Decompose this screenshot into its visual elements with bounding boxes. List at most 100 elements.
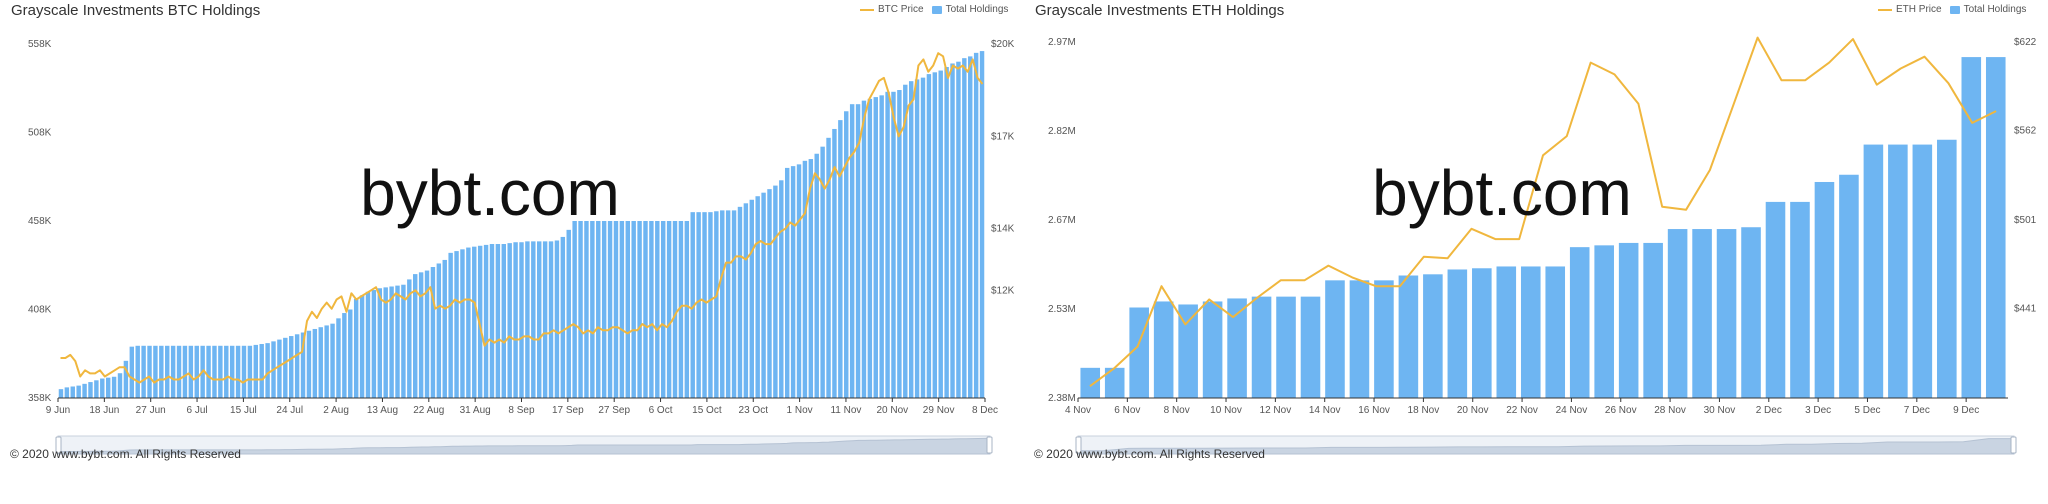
chart-legend: BTC Price Total Holdings — [860, 4, 1008, 15]
holdings-bar — [885, 91, 890, 398]
holdings-bar — [105, 377, 111, 398]
y2-tick-label: $562 — [2014, 125, 2037, 136]
holdings-bar — [1741, 227, 1761, 398]
price-line — [60, 52, 984, 384]
holdings-bar — [1447, 269, 1468, 398]
holdings-bar — [696, 212, 701, 398]
eth-plot-area: 2.97M 2.82M 2.67M 2.53M 2.38M $622 $562 $501 $44… — [1048, 36, 2037, 455]
y-tick-label: 2.82M — [1048, 126, 1076, 137]
holdings-bar — [962, 58, 967, 398]
x-tick-label: 15 Jul — [230, 405, 257, 416]
legend-item-price[interactable]: BTC Price — [860, 4, 924, 15]
holdings-bar — [64, 387, 70, 398]
holdings-bar — [377, 288, 383, 398]
holdings-bar — [253, 344, 259, 398]
holdings-bar — [76, 385, 81, 398]
holdings-bar — [531, 241, 536, 398]
holdings-bar — [678, 221, 684, 398]
holdings-bar — [838, 120, 843, 399]
zoom-handle-left[interactable] — [55, 436, 62, 454]
holdings-bar — [477, 245, 483, 398]
bar-swatch-icon — [1949, 5, 1960, 14]
holdings-bar — [802, 160, 808, 398]
holdings-bar — [235, 345, 241, 398]
holdings-bar — [1520, 266, 1541, 398]
holdings-bar — [383, 287, 388, 398]
x-tick-label: 7 Dec — [1904, 405, 1930, 416]
zoom-handle-right[interactable] — [986, 436, 993, 454]
holdings-bar — [229, 345, 235, 398]
holdings-bar — [814, 153, 819, 398]
holdings-bar — [625, 221, 630, 398]
holdings-bar — [749, 199, 754, 398]
holdings-bar — [773, 185, 778, 398]
holdings-bar — [212, 345, 217, 398]
x-tick-label: 16 Nov — [1358, 405, 1390, 416]
holdings-bar — [159, 345, 164, 398]
holdings-bar — [566, 229, 571, 398]
chart-title: Grayscale Investments ETH Holdings — [1035, 2, 1285, 19]
holdings-bar — [371, 290, 377, 398]
x-tick-label: 6 Jul — [186, 405, 207, 416]
holdings-bar — [188, 345, 194, 398]
holdings-bar — [359, 295, 365, 398]
holdings-bar — [507, 243, 512, 398]
holdings-bar — [873, 97, 878, 398]
holdings-bar — [590, 221, 595, 398]
y-tick-label: 2.97M — [1048, 37, 1076, 48]
zoom-handle-left[interactable] — [1075, 436, 1082, 454]
x-tick-label: 12 Nov — [1260, 405, 1292, 416]
holdings-bar — [401, 284, 406, 398]
holdings-bar — [743, 203, 749, 398]
x-tick-label: 13 Aug — [367, 405, 398, 416]
holdings-bar — [1912, 144, 1933, 398]
holdings-bar — [731, 210, 737, 398]
holdings-bar — [413, 274, 418, 398]
holdings-bar — [690, 212, 695, 398]
legend-item-holdings[interactable]: Total Holdings — [931, 4, 1008, 15]
holdings-bar — [714, 211, 719, 398]
y-tick-label: 358K — [28, 393, 52, 404]
holdings-bar — [460, 249, 465, 398]
holdings-bar — [318, 327, 323, 398]
x-tick-label: 6 Oct — [649, 405, 673, 416]
zoom-handle-right[interactable] — [2010, 436, 2017, 454]
holdings-bar — [495, 244, 501, 398]
x-tick-label: 14 Nov — [1309, 405, 1341, 416]
holdings-bar — [153, 345, 158, 398]
legend-item-price[interactable]: ETH Price — [1878, 4, 1942, 15]
y2-tick-label: $17K — [991, 131, 1015, 142]
zoom-preview-area — [57, 437, 991, 455]
holdings-bar — [1251, 296, 1272, 398]
holdings-bar — [755, 196, 760, 398]
holdings-bar — [277, 339, 282, 398]
holdings-bar — [891, 91, 896, 398]
holdings-bar — [176, 345, 182, 398]
holdings-bar — [655, 221, 660, 398]
x-tick-label: 15 Oct — [692, 405, 722, 416]
holdings-bar — [430, 267, 436, 398]
holdings-bar — [897, 90, 902, 399]
holdings-bar — [289, 336, 294, 398]
holdings-bar — [1178, 304, 1198, 398]
y-tick-label: 458K — [28, 216, 52, 227]
holdings-bar — [536, 241, 542, 398]
holdings-bar — [968, 56, 973, 398]
x-tick-label: 28 Nov — [1654, 405, 1686, 416]
watermark-text: bybt.com — [360, 157, 620, 229]
holdings-bar — [790, 166, 796, 398]
holdings-bar — [920, 77, 926, 398]
y-tick-label: 508K — [28, 128, 52, 139]
holdings-bar — [607, 221, 613, 398]
holdings-bar — [247, 345, 253, 398]
y2-tick-label: $14K — [991, 224, 1015, 235]
holdings-bar — [956, 61, 961, 398]
x-tick-label: 27 Sep — [598, 405, 630, 416]
x-tick-label: 18 Nov — [1408, 405, 1440, 416]
holdings-bar — [342, 313, 347, 398]
holdings-bar — [241, 345, 247, 398]
holdings-bar — [613, 221, 619, 398]
legend-item-holdings[interactable]: Total Holdings — [1949, 4, 2026, 15]
holdings-bar — [1961, 57, 1982, 398]
holdings-bar — [165, 345, 170, 398]
